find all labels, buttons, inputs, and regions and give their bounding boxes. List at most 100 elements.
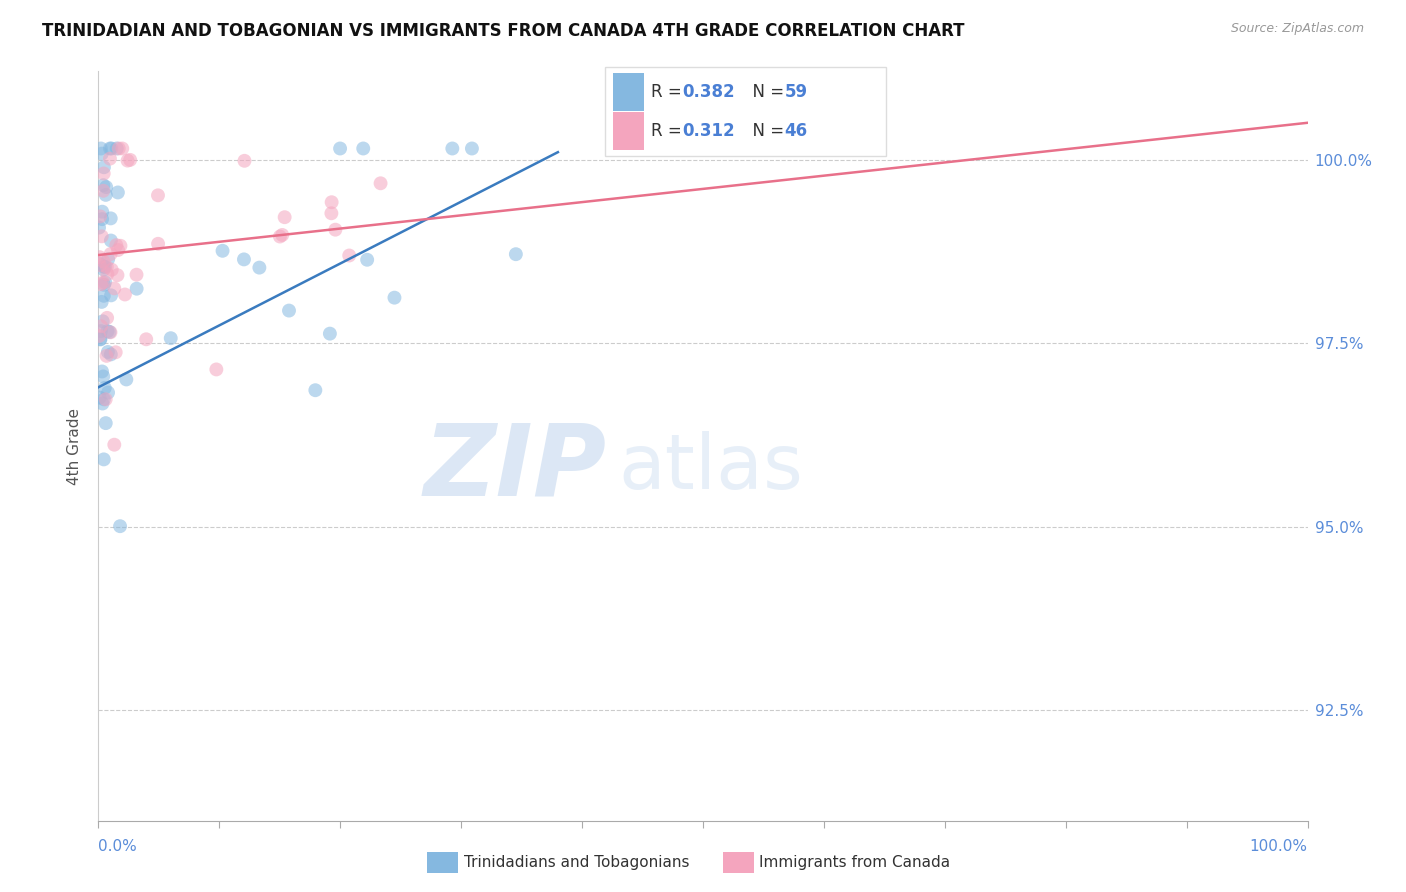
Point — [90, 146, 112, 161]
Point — [89, 210, 111, 224]
Point — [247, 260, 270, 275]
Point — [441, 141, 464, 155]
Point — [96, 310, 118, 325]
Point — [93, 289, 115, 303]
Text: 0.382: 0.382 — [682, 83, 734, 101]
Point — [269, 229, 291, 244]
Text: N =: N = — [742, 83, 790, 101]
Point — [278, 303, 301, 318]
Point — [98, 141, 121, 155]
Text: R =: R = — [651, 122, 688, 140]
Point — [100, 288, 122, 302]
Point — [89, 258, 111, 272]
Point — [97, 345, 120, 359]
Text: 0.0%: 0.0% — [98, 839, 138, 854]
Point — [91, 204, 114, 219]
Text: atlas: atlas — [619, 432, 803, 506]
Point — [96, 260, 118, 274]
Point — [91, 184, 114, 198]
Point — [159, 331, 181, 345]
Point — [90, 319, 112, 334]
Point — [91, 396, 114, 410]
Point — [96, 267, 118, 281]
Text: TRINIDADIAN AND TOBAGONIAN VS IMMIGRANTS FROM CANADA 4TH GRADE CORRELATION CHART: TRINIDADIAN AND TOBAGONIAN VS IMMIGRANTS… — [42, 22, 965, 40]
Point — [89, 391, 111, 405]
Point — [93, 161, 115, 175]
Point — [87, 220, 110, 235]
Point — [103, 281, 125, 295]
Point — [329, 141, 352, 155]
Point — [205, 362, 228, 376]
Point — [110, 239, 132, 253]
Point — [211, 244, 233, 258]
Point — [94, 187, 117, 202]
Point — [91, 364, 114, 378]
Point — [104, 345, 127, 359]
Point — [114, 287, 136, 301]
Point — [100, 141, 122, 155]
Point — [505, 247, 527, 261]
Text: 0.312: 0.312 — [682, 122, 734, 140]
Point — [96, 324, 118, 338]
Text: N =: N = — [742, 122, 790, 140]
Point — [93, 277, 115, 292]
Point — [94, 416, 117, 430]
Text: ZIP: ZIP — [423, 420, 606, 517]
Point — [93, 254, 115, 268]
Point — [384, 291, 406, 305]
Text: Source: ZipAtlas.com: Source: ZipAtlas.com — [1230, 22, 1364, 36]
Point — [100, 347, 122, 361]
Point — [93, 166, 115, 180]
Point — [325, 222, 347, 236]
Point — [117, 153, 139, 168]
Point — [93, 260, 115, 274]
Point — [271, 227, 294, 242]
Point — [94, 381, 117, 395]
Point — [103, 438, 125, 452]
Point — [108, 519, 131, 533]
Point — [100, 234, 122, 248]
Point — [461, 141, 484, 155]
Point — [98, 325, 121, 339]
Point — [98, 152, 121, 166]
Point — [233, 153, 256, 168]
Point — [94, 392, 117, 407]
Text: 59: 59 — [785, 83, 807, 101]
Point — [90, 141, 112, 155]
Point — [94, 260, 117, 274]
Point — [321, 206, 343, 220]
Point — [91, 369, 114, 384]
Point — [93, 392, 115, 407]
Point — [105, 238, 128, 252]
Point — [125, 268, 148, 282]
Point — [89, 329, 111, 343]
Text: R =: R = — [651, 83, 688, 101]
Point — [94, 275, 117, 289]
Point — [97, 385, 120, 400]
Point — [304, 383, 326, 397]
Text: 100.0%: 100.0% — [1250, 839, 1308, 854]
Point — [91, 276, 114, 290]
Text: Trinidadians and Tobagonians: Trinidadians and Tobagonians — [464, 855, 689, 870]
Point — [100, 247, 122, 261]
Point — [93, 262, 115, 277]
Point — [100, 211, 122, 226]
Point — [135, 332, 157, 346]
Point — [233, 252, 256, 267]
Point — [356, 252, 378, 267]
Point — [107, 243, 129, 257]
Point — [89, 257, 111, 271]
Point — [120, 153, 142, 167]
Point — [91, 212, 114, 227]
Point — [107, 186, 129, 200]
Point — [321, 195, 343, 210]
Text: 46: 46 — [785, 122, 807, 140]
Point — [89, 250, 111, 264]
Point — [90, 229, 112, 244]
Point — [96, 180, 118, 194]
Point — [273, 211, 295, 225]
Point — [337, 248, 360, 262]
Point — [146, 188, 169, 202]
Point — [90, 277, 112, 292]
Y-axis label: 4th Grade: 4th Grade — [67, 408, 83, 484]
